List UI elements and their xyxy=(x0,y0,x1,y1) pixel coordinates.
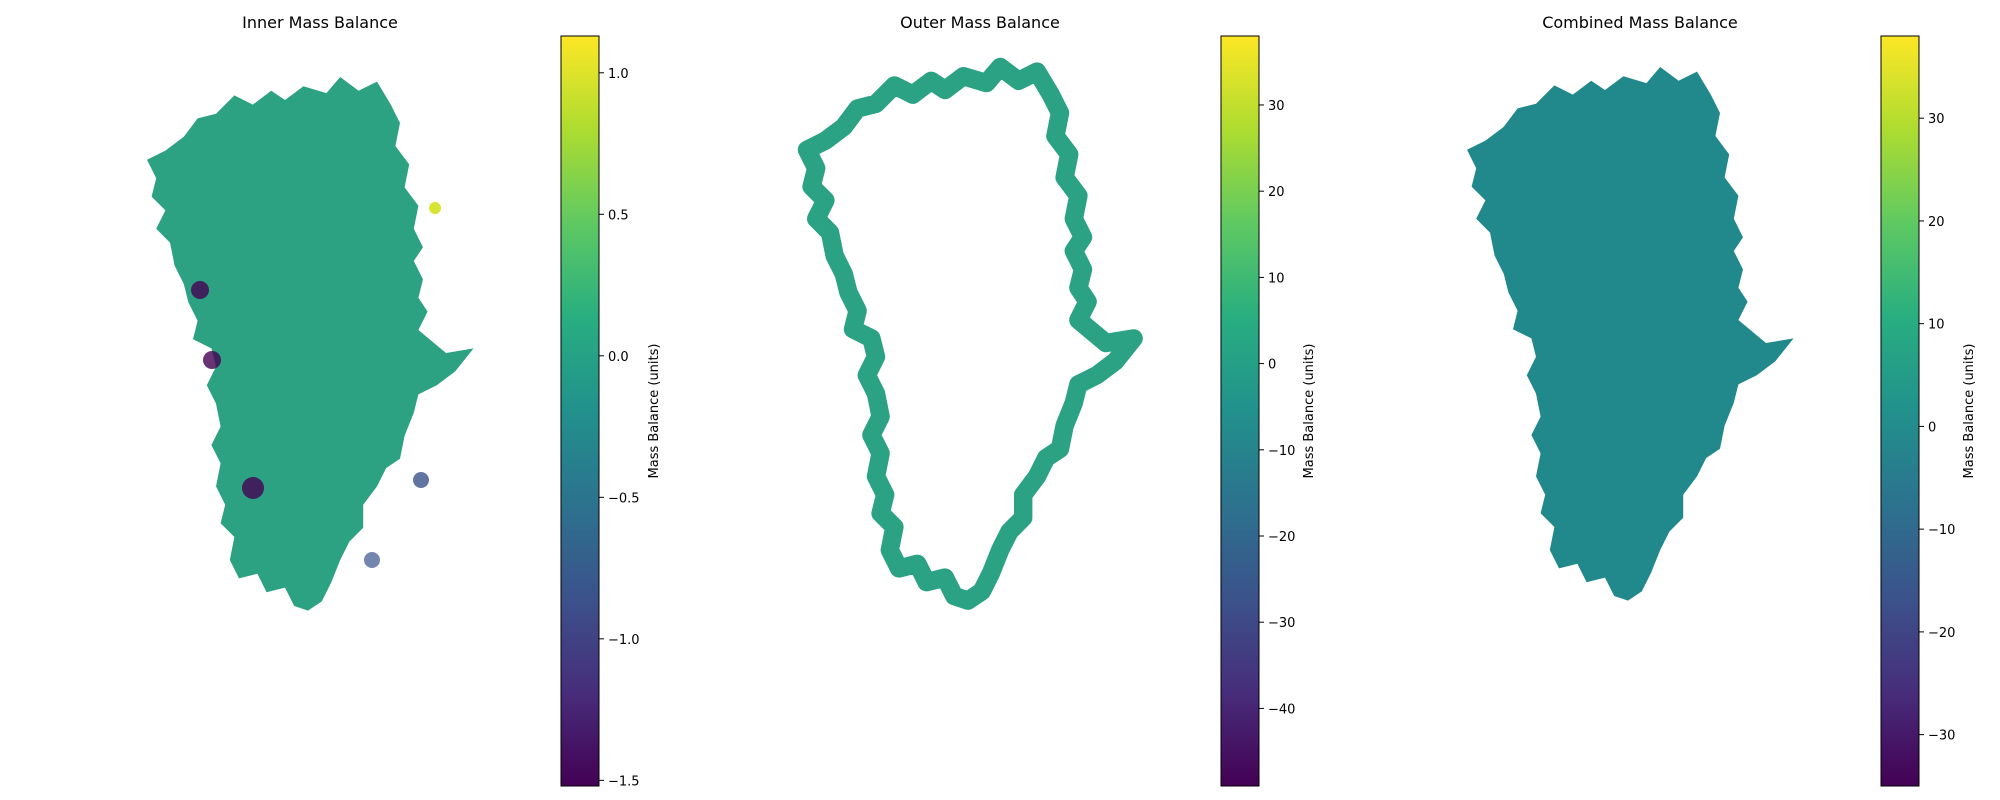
colorbar-tick-label: 30 xyxy=(1268,99,1285,114)
panel-combined: Combined Mass Balance 30 20 10 0 −10 −20 −30 M… xyxy=(1467,13,1977,787)
colorbar-tick-label: 10 xyxy=(1928,318,1945,333)
colorbar-tick-label: −20 xyxy=(1268,530,1295,545)
colorbar-tick-label: −10 xyxy=(1268,444,1295,459)
hotspot-inner-2 xyxy=(203,351,221,369)
map-inner xyxy=(147,77,474,611)
map-outer xyxy=(807,67,1134,601)
colorbar-tick-label: −1.5 xyxy=(608,774,640,789)
colorbar-tick-label: 30 xyxy=(1928,112,1945,127)
colorbar-tick-label: −1.0 xyxy=(608,633,640,648)
colorbar-inner: 1.0 0.5 0.0 −0.5 −1.0 −1.5 Mass Balance (unit… xyxy=(560,35,662,789)
colorbar-tick-label: 0.5 xyxy=(608,208,629,223)
colorbar-tick-label: −30 xyxy=(1268,616,1295,631)
panel-title: Inner Mass Balance xyxy=(242,13,398,32)
panel-outer: Outer Mass Balance 30 20 10 0 −10 −20 −30 −40 M… xyxy=(807,13,1317,787)
colorbar-tick-label: 0 xyxy=(1928,420,1936,435)
colorbar-tick-label: 20 xyxy=(1268,185,1285,200)
colorbar-tick-label: 1.0 xyxy=(608,67,629,82)
colorbar-tick-label: −30 xyxy=(1928,729,1955,744)
panel-title: Combined Mass Balance xyxy=(1542,13,1738,32)
map-combined xyxy=(1467,67,1794,601)
hotspot-inner-5 xyxy=(364,552,380,568)
colorbar-tick-label: −0.5 xyxy=(608,491,640,506)
colorbar-outer: 30 20 10 0 −10 −20 −30 −40 Mass Balance (units) xyxy=(1220,35,1317,787)
colorbar-tick-label: −20 xyxy=(1928,626,1955,641)
panel-inner: Inner Mass Balance 1.0 0.5 0.0 −0.5 −1.0 −1.5… xyxy=(147,13,662,789)
colorbar-label: Mass Balance (units) xyxy=(1302,344,1317,479)
hotspot-inner-6 xyxy=(429,202,441,214)
colorbar-tick-label: 0.0 xyxy=(608,350,629,365)
colorbar-tick-label: 10 xyxy=(1268,271,1285,286)
colorbar-tick-label: 0 xyxy=(1268,358,1276,373)
hotspot-inner-4 xyxy=(413,472,429,488)
colorbar-combined: 30 20 10 0 −10 −20 −30 Mass Balance (units) xyxy=(1880,35,1977,787)
colorbar-tick-label: 20 xyxy=(1928,215,1945,230)
colorbar-label: Mass Balance (units) xyxy=(1962,344,1977,479)
colorbar-tick-label: −40 xyxy=(1268,702,1295,717)
hotspot-inner-1 xyxy=(191,281,209,299)
panel-title: Outer Mass Balance xyxy=(900,13,1060,32)
hotspot-inner-3 xyxy=(242,477,264,499)
colorbar-label: Mass Balance (units) xyxy=(647,344,662,479)
colorbar-tick-label: −10 xyxy=(1928,523,1955,538)
